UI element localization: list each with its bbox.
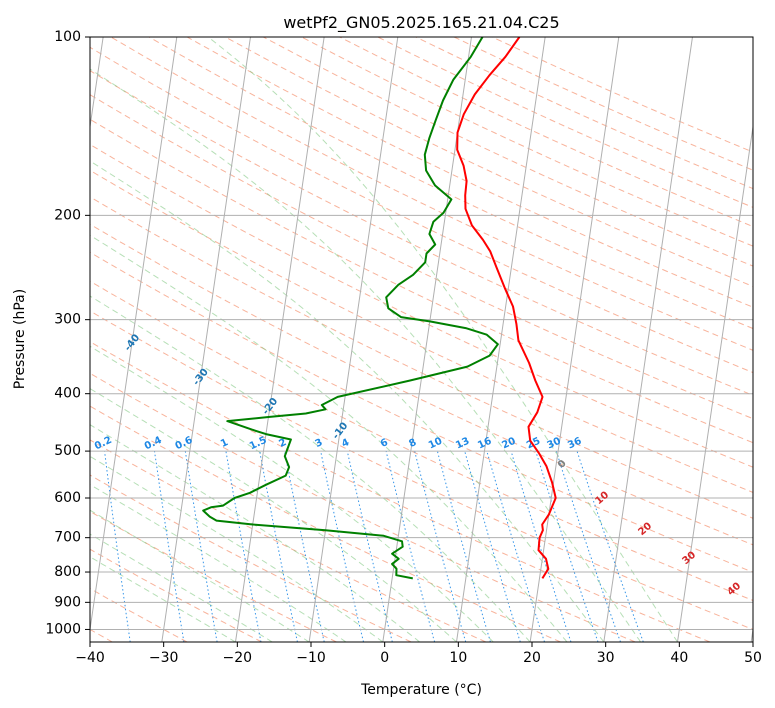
dry-adiabat-line: [90, 223, 753, 546]
y-tick-label: 900: [54, 594, 81, 610]
mixing-ratio-label: 13: [454, 436, 471, 452]
x-tick-label: 50: [744, 650, 762, 666]
mixing-ratio-label: 3: [314, 437, 325, 450]
mixing-ratio-line: [385, 450, 436, 642]
mixing-ratio-label: 4: [340, 437, 351, 450]
dry-adiabat-line: [148, 37, 753, 330]
mixing-ratio-line: [154, 451, 185, 642]
dry-adiabat-line: [90, 143, 753, 468]
isotherm-line: [161, 37, 251, 642]
y-tick-label: 800: [54, 564, 81, 580]
moist-adiabats: [90, 37, 678, 642]
mixing-ratio-label: 30: [545, 436, 562, 452]
dry-adiabat-line: [90, 70, 753, 396]
moist-adiabat-line: [90, 556, 236, 642]
moist-adiabat-line: [90, 455, 384, 642]
mixing-ratio-line: [555, 450, 621, 642]
dry-adiabat-line: [90, 548, 262, 642]
isotherm-line: [603, 37, 693, 642]
mixing-ratio-label: 8: [407, 437, 418, 450]
mixing-ratio-label: 6: [379, 437, 390, 450]
plot-frame: [89, 36, 754, 643]
mixing-ratio-line: [284, 451, 325, 642]
dry-adiabat-line: [90, 341, 711, 642]
mixing-ratio-label: 16: [476, 436, 493, 452]
x-tick-label: −10: [296, 650, 326, 666]
moist-adiabat-line: [90, 68, 642, 642]
isotherm-line: [90, 37, 178, 633]
mixing-ratio-label: 36: [566, 436, 583, 452]
moist-adiabat-line: [90, 424, 421, 642]
x-tick-label: 10: [449, 650, 467, 666]
x-axis-ticks: −40 −30 −20 −10 0 10 20 30 40 50: [75, 642, 762, 666]
dry-adiabat-line: [90, 46, 753, 374]
isotherm-line: [529, 37, 620, 642]
moist-adiabat-line: [90, 234, 568, 642]
dry-adiabat-line: [90, 310, 753, 630]
dry-adiabats: [90, 37, 753, 642]
chart-title: wetPf2_GN05.2025.165.21.04.C25: [283, 13, 559, 33]
x-axis-label: Temperature (°C): [360, 682, 482, 698]
moist-adiabat-line: [90, 483, 347, 642]
plot-content: -100-90-80-70-60-50-40-30-20-10010203040…: [90, 37, 753, 642]
x-tick-label: 20: [523, 650, 541, 666]
moist-adiabat-line: [90, 345, 494, 642]
temperature-profile: [456, 37, 557, 579]
isotherm-line: [676, 123, 753, 642]
y-tick-label: 300: [54, 312, 81, 328]
dry-adiabat-line: [186, 37, 753, 308]
y-axis-ticks: 100 200 300 400 500 600 700 800 900 1000: [45, 29, 90, 637]
plot-area: [90, 37, 753, 642]
y-tick-label: 500: [54, 443, 81, 459]
moist-adiabat-line: [90, 533, 273, 642]
dry-adiabat-line: [90, 372, 636, 642]
mixing-ratio-line: [510, 450, 572, 642]
mixing-ratio-lines: [104, 450, 644, 642]
x-tick-label: 30: [597, 650, 615, 666]
y-axis-label: Pressure (hPa): [12, 289, 28, 389]
mixing-ratio-label: 2: [277, 437, 288, 450]
moist-adiabat-line: [90, 388, 457, 642]
dewpoint-profile: [202, 37, 499, 580]
x-tick-label: 40: [670, 650, 688, 666]
mixing-ratio-line: [320, 451, 364, 642]
isotherm-line: [455, 37, 546, 642]
x-tick-label: −20: [223, 650, 253, 666]
moist-adiabat-line: [90, 160, 605, 642]
pressure-gridlines: [90, 37, 753, 630]
isotherm-line: [308, 37, 399, 642]
y-tick-label: 200: [54, 207, 81, 223]
mixing-ratio-line: [486, 450, 545, 642]
y-tick-label: 400: [54, 386, 81, 402]
y-tick-label: 700: [54, 530, 81, 546]
mixing-ratio-line: [464, 450, 521, 642]
x-tick-label: −40: [75, 650, 105, 666]
isotherms: [90, 37, 753, 642]
dry-adiabat-line: [90, 169, 753, 493]
y-tick-label: 100: [54, 29, 81, 45]
isotherm-line: [234, 37, 325, 642]
mixing-ratio-line: [576, 450, 644, 642]
y-tick-label: 1000: [45, 621, 81, 637]
moist-adiabat-line: [90, 295, 531, 642]
x-tick-label: −30: [149, 650, 179, 666]
mixing-ratio-line: [259, 451, 298, 642]
dry-adiabat-line: [90, 196, 753, 519]
moist-adiabat-line: [207, 37, 678, 642]
mixing-ratio-line: [414, 450, 467, 642]
dry-adiabat-line: [90, 510, 337, 642]
dry-adiabat-line: [90, 251, 753, 573]
dry-adiabat-line: [90, 405, 561, 642]
y-tick-label: 600: [54, 490, 81, 506]
sounding-profiles: [202, 37, 557, 580]
mixing-ratio-label: 20: [500, 436, 517, 452]
mixing-ratio-label: 10: [427, 436, 444, 452]
x-tick-label: 0: [380, 650, 389, 666]
dry-adiabat-line: [90, 280, 753, 601]
mixing-ratio-label: 1: [219, 437, 230, 450]
mixing-ratio-line: [535, 450, 599, 642]
